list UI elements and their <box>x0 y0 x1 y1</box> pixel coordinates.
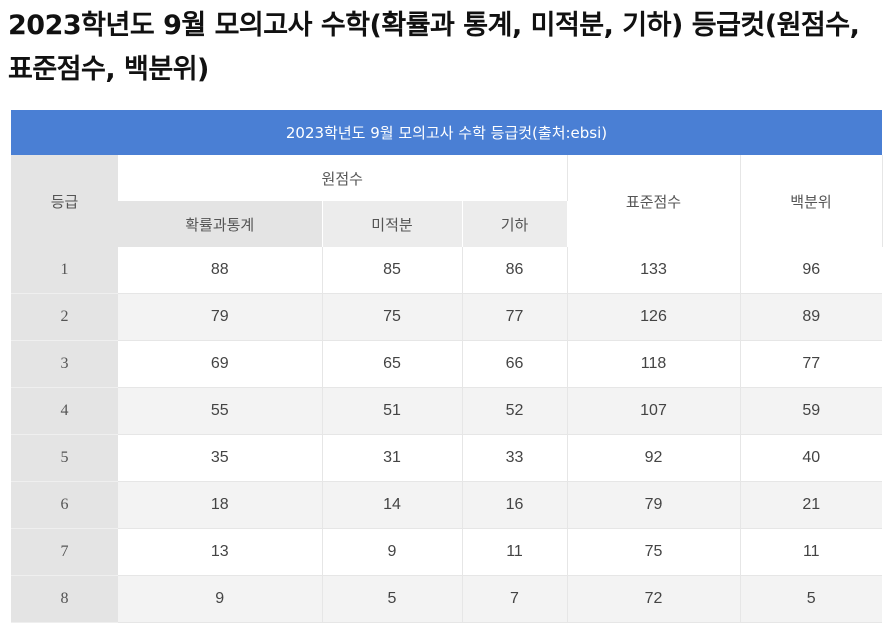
header-geometry: 기하 <box>462 201 568 247</box>
header-calculus: 미적분 <box>322 201 463 247</box>
table-row: 1 88 85 86 133 96 <box>11 247 882 294</box>
cell-percentile: 11 <box>740 528 882 576</box>
header-raw-score: 원점수 <box>118 155 568 201</box>
cell-prob-stats: 69 <box>118 340 323 388</box>
cell-geometry: 7 <box>462 575 568 623</box>
cell-grade: 2 <box>11 293 118 341</box>
cell-geometry: 86 <box>462 247 568 294</box>
cell-standard-score: 75 <box>567 528 741 576</box>
header-standard-score: 표준점수 <box>567 155 741 247</box>
cell-calculus: 65 <box>322 340 463 388</box>
cell-geometry: 77 <box>462 293 568 341</box>
cell-calculus: 75 <box>322 293 463 341</box>
cell-percentile: 21 <box>740 481 882 529</box>
cell-geometry: 11 <box>462 528 568 576</box>
page-title: 2023학년도 9월 모의고사 수학(확률과 통계, 미적분, 기하) 등급컷(… <box>8 10 860 85</box>
table-row: 3 69 65 66 118 77 <box>11 340 882 388</box>
cell-calculus: 31 <box>322 434 463 482</box>
cell-grade: 3 <box>11 340 118 388</box>
cell-percentile: 96 <box>740 247 882 294</box>
cell-prob-stats: 18 <box>118 481 323 529</box>
cell-standard-score: 92 <box>567 434 741 482</box>
cell-prob-stats: 55 <box>118 387 323 435</box>
header-prob-stats: 확률과통계 <box>118 201 323 247</box>
cell-percentile: 89 <box>740 293 882 341</box>
cell-calculus: 14 <box>322 481 463 529</box>
cell-grade: 1 <box>11 247 118 294</box>
cell-standard-score: 72 <box>567 575 741 623</box>
cell-prob-stats: 9 <box>118 575 323 623</box>
cell-prob-stats: 13 <box>118 528 323 576</box>
cell-standard-score: 79 <box>567 481 741 529</box>
cell-geometry: 52 <box>462 387 568 435</box>
cell-geometry: 16 <box>462 481 568 529</box>
cell-grade: 8 <box>11 575 118 623</box>
cell-percentile: 5 <box>740 575 882 623</box>
table-row: 7 13 9 11 75 11 <box>11 528 882 576</box>
header-grade: 등급 <box>11 155 118 247</box>
table-row: 8 9 5 7 72 5 <box>11 575 882 623</box>
cell-percentile: 77 <box>740 340 882 388</box>
grade-cut-table: 2023학년도 9월 모의고사 수학 등급컷(출처:ebsi) 등급 원점수 표… <box>11 110 883 623</box>
cell-prob-stats: 88 <box>118 247 323 294</box>
cell-percentile: 40 <box>740 434 882 482</box>
table-caption: 2023학년도 9월 모의고사 수학 등급컷(출처:ebsi) <box>11 110 882 155</box>
cell-grade: 5 <box>11 434 118 482</box>
cell-calculus: 5 <box>322 575 463 623</box>
cell-standard-score: 107 <box>567 387 741 435</box>
cell-prob-stats: 79 <box>118 293 323 341</box>
cell-prob-stats: 35 <box>118 434 323 482</box>
cell-grade: 7 <box>11 528 118 576</box>
table-row: 5 35 31 33 92 40 <box>11 434 882 482</box>
cell-standard-score: 126 <box>567 293 741 341</box>
cell-standard-score: 133 <box>567 247 741 294</box>
table-row: 6 18 14 16 79 21 <box>11 481 882 529</box>
cell-calculus: 51 <box>322 387 463 435</box>
table-row: 2 79 75 77 126 89 <box>11 293 882 341</box>
cell-grade: 4 <box>11 387 118 435</box>
cell-percentile: 59 <box>740 387 882 435</box>
header-percentile: 백분위 <box>740 155 883 247</box>
cell-standard-score: 118 <box>567 340 741 388</box>
cell-calculus: 9 <box>322 528 463 576</box>
cell-geometry: 66 <box>462 340 568 388</box>
cell-geometry: 33 <box>462 434 568 482</box>
table-row: 4 55 51 52 107 59 <box>11 387 882 435</box>
cell-grade: 6 <box>11 481 118 529</box>
cell-calculus: 85 <box>322 247 463 294</box>
